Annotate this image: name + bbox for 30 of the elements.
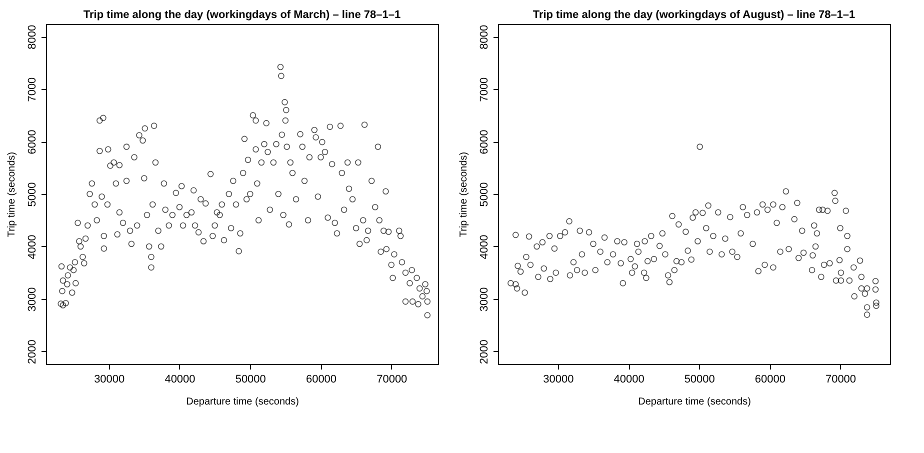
y-tick-label: 2000: [478, 340, 490, 364]
x-tick-label: 60000: [306, 374, 337, 386]
y-tick-label: 8000: [478, 24, 490, 50]
y-tick-label: 4000: [26, 234, 38, 260]
y-axis-title: Trip time (seconds): [458, 152, 470, 238]
x-tick-label: 40000: [614, 374, 644, 386]
y-tick-label: 2000: [26, 340, 38, 364]
x-axis-title: Departure time (seconds): [186, 396, 299, 408]
chart-title: Trip time along the day (workingdays of August) – line 78–1–1: [532, 9, 856, 21]
y-tick-label: 7000: [478, 77, 490, 102]
y-tick-label: 5000: [478, 182, 490, 207]
x-tick-label: 50000: [235, 374, 266, 386]
y-tick-label: 8000: [26, 24, 38, 50]
chart-title: Trip time along the day (workingdays of March) – line 78–1–1: [83, 9, 401, 21]
x-axis-title: Departure time (seconds): [638, 396, 751, 408]
y-axis-title: Trip time (seconds): [6, 152, 18, 238]
y-tick-label: 7000: [26, 77, 38, 102]
y-tick-label: 6000: [26, 130, 38, 154]
y-tick-label: 4000: [478, 234, 490, 260]
x-tick-label: 30000: [543, 374, 574, 386]
x-tick-label: 30000: [94, 374, 125, 386]
y-tick-label: 3000: [26, 287, 38, 312]
x-tick-label: 40000: [164, 374, 196, 386]
x-tick-label: 50000: [684, 374, 715, 386]
x-tick-label: 70000: [376, 374, 408, 386]
x-tick-label: 70000: [825, 374, 856, 386]
x-tick-label: 60000: [754, 374, 786, 386]
y-tick-label: 3000: [478, 287, 490, 312]
y-tick-label: 6000: [478, 130, 490, 154]
y-tick-label: 5000: [26, 182, 38, 207]
